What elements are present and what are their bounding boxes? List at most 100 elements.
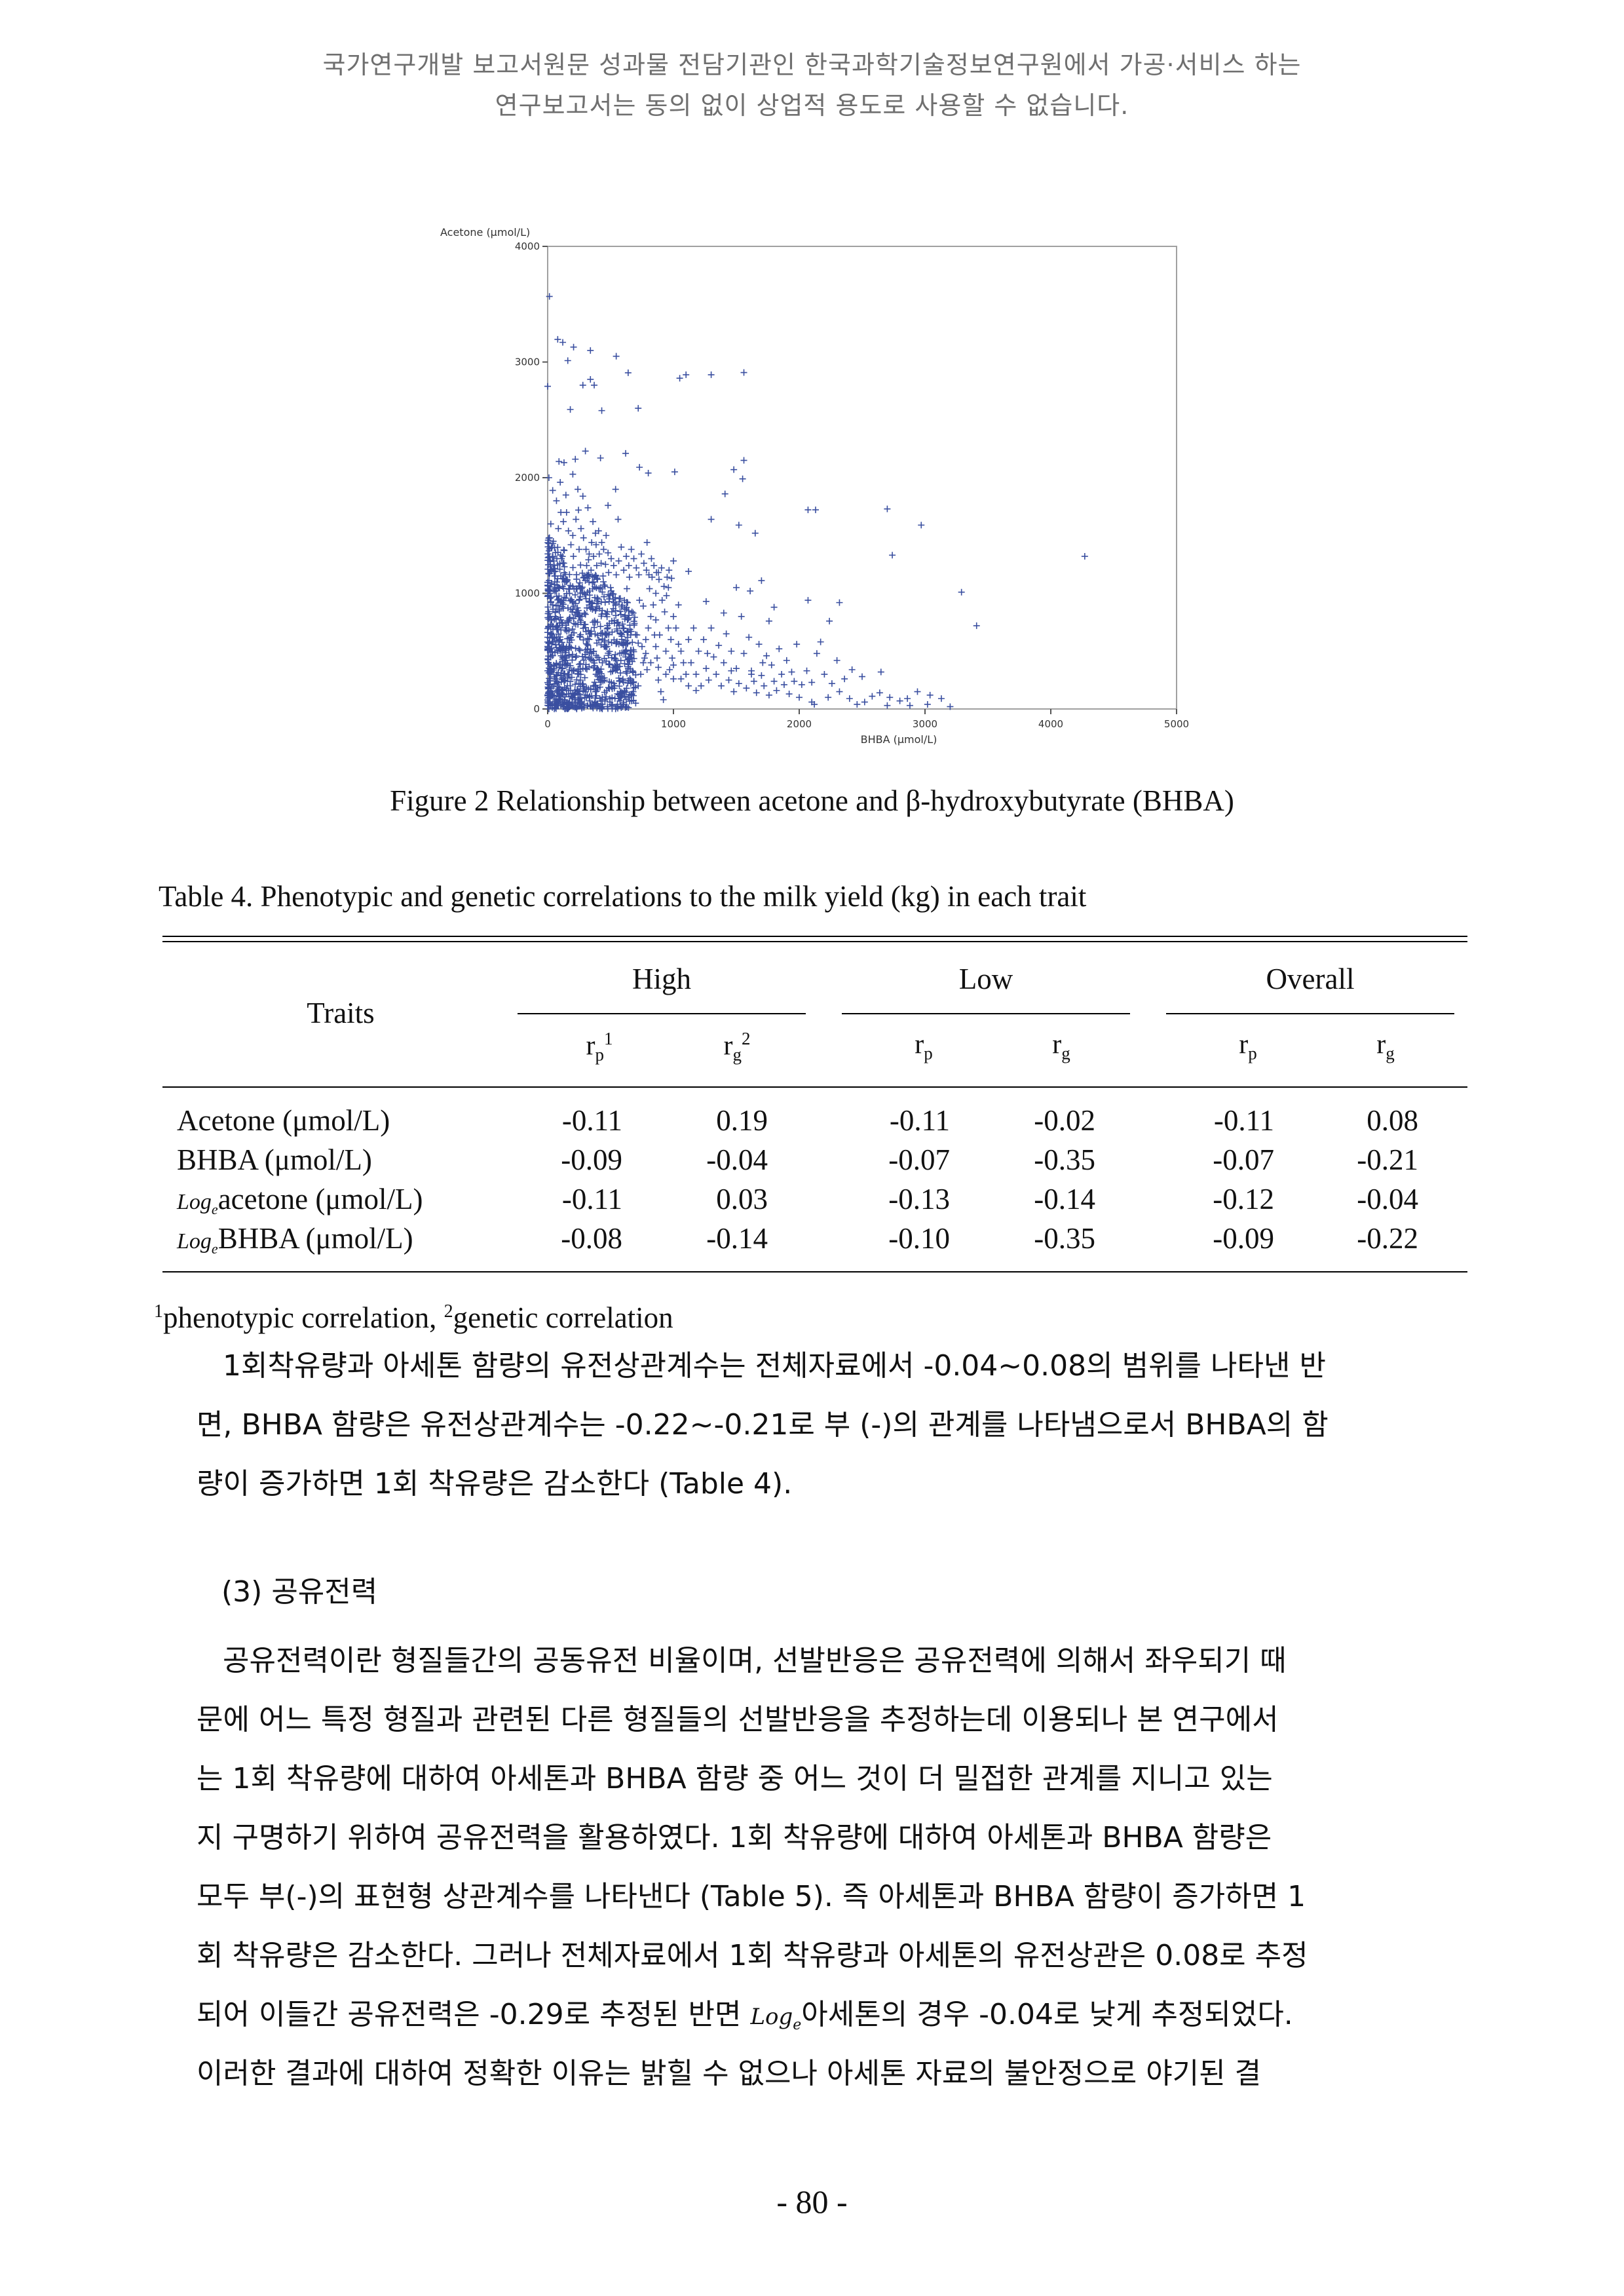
paragraph2-line6: 회 착유량은 감소한다. 그러나 전체자료에서 1회 착유량과 아세톤의 유전상… xyxy=(197,1939,1308,1972)
scatter-point xyxy=(557,598,565,605)
scatter-point xyxy=(601,677,608,684)
scatter-point xyxy=(554,702,561,709)
scatter-point xyxy=(668,575,675,582)
scatter-point xyxy=(624,369,632,376)
table-cell: -0.08 xyxy=(561,1222,622,1255)
scatter-point xyxy=(585,571,592,578)
scatter-point xyxy=(586,697,594,704)
scatter-point xyxy=(708,371,715,378)
scatter-point xyxy=(630,555,637,562)
scatter-point xyxy=(651,562,658,569)
scatter-point xyxy=(545,640,552,647)
subheader-low-rp: rp xyxy=(915,1029,933,1063)
scatter-point xyxy=(592,671,599,678)
row-label-bhba: BHBA (μmol/L) xyxy=(177,1143,372,1176)
scatter-point xyxy=(549,652,556,659)
scatter-point xyxy=(580,657,588,664)
scatter-point xyxy=(609,694,616,701)
figure-caption: Figure 2 Relationship between acetone an… xyxy=(390,784,1234,817)
scatter-point xyxy=(628,647,635,654)
scatter-point xyxy=(846,695,853,702)
scatter-point xyxy=(592,683,599,690)
scatter-point xyxy=(624,640,631,647)
scatter-point xyxy=(735,680,742,687)
scatter-point xyxy=(627,676,634,683)
scatter-point xyxy=(546,583,554,590)
scatter-point xyxy=(768,661,775,668)
scatter-point xyxy=(560,678,567,685)
scatter-point xyxy=(607,698,614,706)
scatter-point xyxy=(565,617,573,624)
scatter-point xyxy=(550,538,557,545)
scatter-point xyxy=(778,671,785,678)
scatter-point xyxy=(605,502,612,509)
scatter-point xyxy=(743,685,750,692)
table-cell: -0.11 xyxy=(1213,1104,1274,1137)
scatter-point xyxy=(546,700,553,707)
x-axis-label: BHBA (μmol/L) xyxy=(861,733,937,746)
scatter-point xyxy=(926,691,934,698)
scatter-point xyxy=(556,695,563,702)
scatter-point xyxy=(973,622,980,629)
scatter-point xyxy=(587,605,594,612)
scatter-point xyxy=(582,448,589,455)
scatter-point xyxy=(611,655,618,662)
scatter-point xyxy=(758,577,765,584)
scatter-point xyxy=(557,652,565,659)
scatter-point xyxy=(597,560,605,567)
table-header-rule xyxy=(162,1086,1467,1088)
scatter-point xyxy=(597,670,605,678)
scatter-point xyxy=(602,561,609,568)
x-tick-label: 2000 xyxy=(787,718,812,730)
scatter-point xyxy=(704,650,711,657)
scatter-point xyxy=(558,665,565,672)
scatter-point xyxy=(579,381,586,389)
scatter-point xyxy=(620,567,628,574)
scatter-point xyxy=(639,643,645,650)
scatter-point xyxy=(589,703,596,710)
scatter-point xyxy=(886,694,894,701)
scatter-point xyxy=(582,624,589,631)
scatter-point xyxy=(791,678,798,685)
scatter-point xyxy=(605,652,612,659)
scatter-point xyxy=(590,619,597,626)
scatter-point xyxy=(630,609,637,617)
scatter-point xyxy=(604,624,611,632)
scatter-point xyxy=(571,591,578,598)
scatter-point xyxy=(958,588,965,596)
scatter-point xyxy=(590,704,597,712)
scatter-point xyxy=(708,624,715,632)
scatter-point xyxy=(584,635,591,642)
scatter-point xyxy=(675,602,682,609)
scatter-point xyxy=(571,620,578,627)
scatter-point xyxy=(713,671,720,678)
scatter-point xyxy=(565,527,572,535)
scatter-point xyxy=(621,597,628,604)
subheader-overall-rg: rg xyxy=(1376,1029,1395,1063)
scatter-point xyxy=(619,676,626,683)
scatter-point xyxy=(612,602,619,609)
scatter-point xyxy=(695,647,702,655)
scatter-point xyxy=(715,641,723,649)
scatter-point xyxy=(567,596,575,603)
scatter-point xyxy=(551,565,558,572)
scatter-point xyxy=(633,564,640,571)
scatter-point xyxy=(589,579,596,586)
scatter-point xyxy=(590,657,597,664)
scatter-point xyxy=(582,611,589,618)
scatter-point xyxy=(884,505,891,512)
y-tick-label: 1000 xyxy=(515,588,540,600)
copyright-notice-line2: 연구보고서는 동의 없이 상업적 용도로 사용할 수 없습니다. xyxy=(495,91,1129,120)
scatter-point xyxy=(906,702,913,709)
scatter-point xyxy=(624,615,632,622)
table-cell: -0.07 xyxy=(1213,1143,1274,1176)
scatter-point xyxy=(567,406,574,413)
scatter-point xyxy=(773,687,780,694)
scatter-point xyxy=(544,579,552,586)
scatter-point xyxy=(620,641,627,649)
table-cell: 0.03 xyxy=(716,1183,768,1215)
table-cell: -0.14 xyxy=(1034,1183,1095,1215)
scatter-point xyxy=(564,357,571,364)
scatter-point xyxy=(654,676,662,683)
scatter-point xyxy=(552,549,559,556)
